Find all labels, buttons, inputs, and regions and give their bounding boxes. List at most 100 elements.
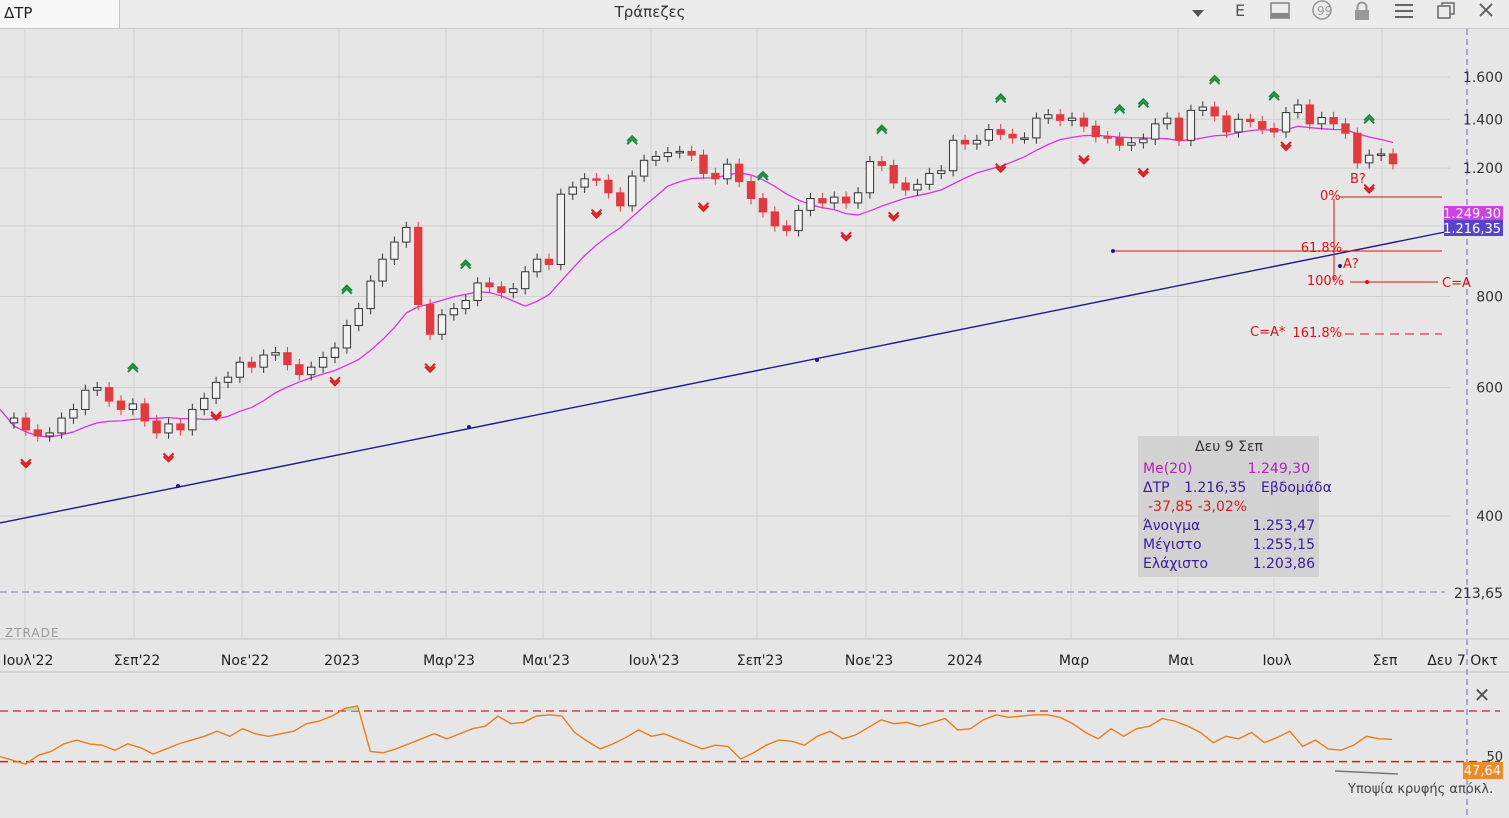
candle	[1008, 128, 1017, 144]
sell-signal-icon	[329, 376, 341, 387]
info-period: Εβδομάδα	[1261, 480, 1332, 496]
menu-icon[interactable]	[1390, 0, 1418, 24]
ma-price-tag	[1444, 206, 1503, 220]
buy-signal-icon	[876, 124, 888, 135]
candle	[663, 147, 673, 163]
candle-body	[699, 154, 708, 174]
sell-signal-icon	[1137, 167, 1150, 178]
buy-signal-icon	[1268, 90, 1280, 101]
candle	[81, 384, 90, 416]
candle-body	[1305, 104, 1314, 125]
candle	[378, 253, 387, 287]
candle-body	[461, 299, 470, 310]
candle-body	[770, 211, 780, 227]
info-symbol-row: ΔΤΡ 1.216,35 Εβδομάδα	[1143, 479, 1332, 498]
sell-signal-icon	[162, 452, 175, 463]
watermark: ZTRADE	[5, 626, 60, 640]
x-tick-label: Νοε'23	[845, 653, 893, 669]
candle	[925, 167, 934, 191]
info-date: Δευ 9 Σεπ	[1195, 439, 1263, 455]
candle	[532, 253, 542, 278]
chevron-down-icon[interactable]	[1184, 0, 1212, 24]
candle-body	[1329, 116, 1338, 125]
candle	[901, 177, 910, 196]
candle	[520, 266, 530, 295]
candle	[247, 356, 256, 373]
fibonacci-overlay: 0% 61.8% 100% 161.8% B? A? C=A C=A*	[1115, 172, 1471, 341]
symbol-field[interactable]: ΔΤΡ	[0, 0, 120, 28]
candle-body	[663, 152, 673, 157]
candle-body	[497, 286, 506, 294]
x-tick-label: Σεπ'23	[737, 653, 784, 669]
candle	[437, 309, 447, 341]
candle	[1067, 112, 1077, 127]
candle-body	[758, 198, 768, 213]
candle-body	[259, 354, 268, 368]
candle	[913, 178, 922, 196]
candle	[592, 173, 601, 186]
candle	[176, 418, 185, 436]
mode-button[interactable]: E	[1234, 1, 1246, 20]
candle-body	[366, 280, 375, 310]
candle-body	[639, 159, 649, 177]
x-tick-label: Ιουλ'23	[629, 653, 680, 669]
candle-body	[865, 161, 875, 194]
candle-body	[675, 150, 684, 154]
candle-body	[556, 193, 566, 266]
rsi-line	[0, 705, 1393, 765]
fib-label-1618: 161.8%	[1292, 326, 1342, 341]
info-high-label: Μέγιστο	[1143, 537, 1202, 553]
lock-icon[interactable]	[1348, 0, 1376, 24]
x-tick-label: 2023	[324, 653, 360, 669]
candle-body	[1341, 123, 1350, 134]
last-price-tag-label: 1.216,35	[1443, 222, 1501, 237]
price-chart-area[interactable]: 0% 61.8% 100% 161.8% B? A? C=A C=A* 1.600 1.400 1…	[0, 29, 1509, 818]
candle	[568, 181, 577, 200]
info-symbol-price: 1.216,35	[1184, 480, 1247, 496]
candle	[1388, 148, 1398, 170]
candle-body	[93, 387, 102, 391]
close-icon[interactable]	[1472, 0, 1500, 24]
signal-markers	[20, 74, 1375, 469]
moving-average-line	[0, 125, 1394, 438]
candle	[687, 145, 696, 161]
divergence-line	[1334, 770, 1399, 775]
candle	[651, 150, 661, 167]
candle-body	[449, 308, 459, 316]
candle-body	[1115, 137, 1124, 146]
candle-body	[532, 258, 542, 273]
comment-icon[interactable]: 99	[1308, 0, 1336, 24]
x-tick-label: 2024	[947, 653, 983, 669]
info-change: -37,85 -3,02%	[1148, 499, 1248, 515]
sell-signal-icon	[840, 231, 852, 242]
restore-window-icon[interactable]	[1432, 0, 1460, 24]
candle	[1186, 104, 1196, 147]
candle	[354, 302, 363, 332]
candle	[639, 154, 649, 182]
candle	[1139, 133, 1148, 149]
info-low-row: Ελάχιστο 1.203,86	[1143, 555, 1315, 574]
close-indicator-icon[interactable]: ✕	[1473, 683, 1491, 707]
wave-label-ca: C=A	[1442, 276, 1471, 291]
candle	[889, 159, 898, 189]
group-title[interactable]: Τράπεζες	[614, 3, 686, 21]
candle	[1376, 148, 1386, 161]
candle-body	[235, 361, 245, 378]
candle-body	[687, 150, 696, 156]
panel-icon[interactable]	[1266, 0, 1294, 24]
candle	[1281, 106, 1291, 138]
sell-signal-icon	[20, 458, 32, 469]
candle-body	[152, 420, 161, 434]
sell-signal-icon	[210, 411, 222, 422]
level-label: 213,65	[1454, 586, 1503, 602]
candle-body	[342, 324, 352, 349]
candle-body	[1032, 117, 1041, 139]
candle	[1174, 112, 1184, 147]
candle-body	[544, 258, 554, 266]
candle-body	[948, 139, 958, 172]
candle	[746, 175, 756, 205]
price-axis: 1.6001.4001.2001.000800600400213,65Ιουλ'…	[3, 70, 1503, 669]
candle-body	[972, 139, 982, 145]
candle-body	[877, 161, 887, 166]
